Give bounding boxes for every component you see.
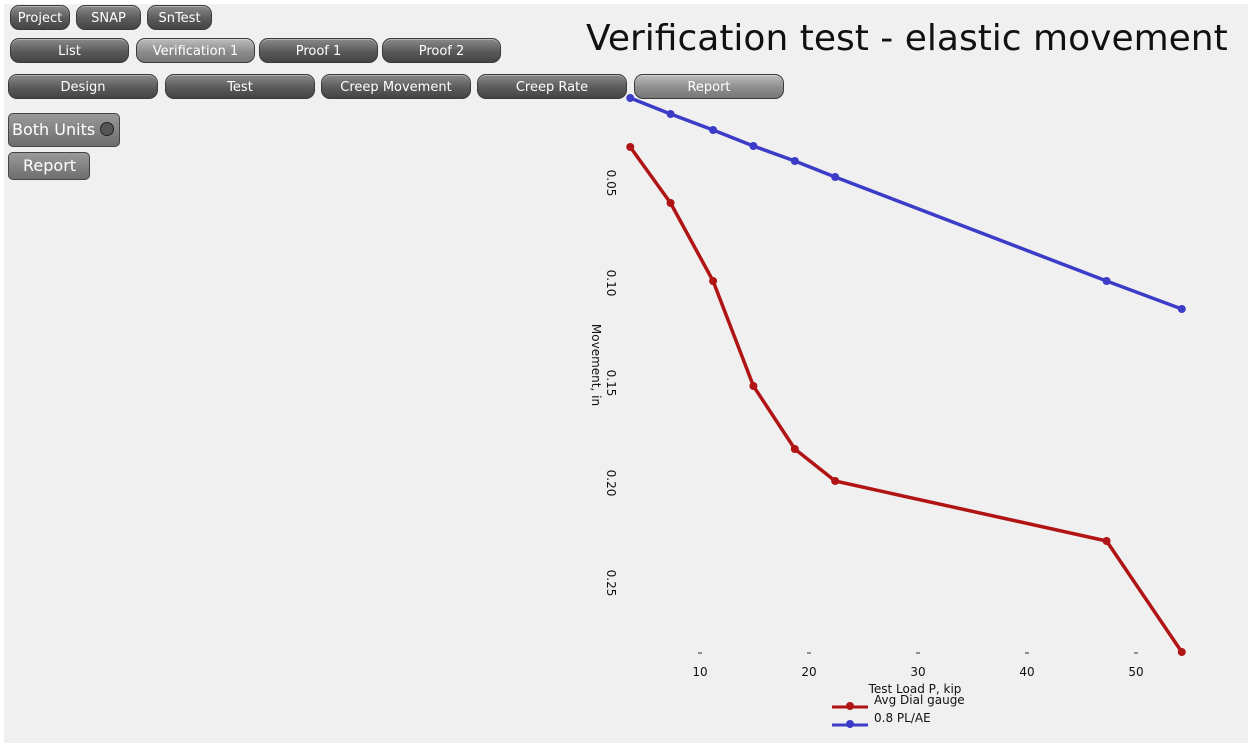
data-point (666, 110, 675, 118)
top-tab[interactable]: SNAP (76, 5, 141, 30)
section-tab[interactable]: List (10, 38, 129, 63)
data-point (831, 477, 840, 485)
data-point (790, 445, 799, 453)
data-point (749, 382, 758, 390)
y-tick-label: 0.20 (604, 470, 618, 497)
legend-marker (846, 702, 854, 710)
series-line (628, 145, 1184, 653)
data-point (1102, 537, 1111, 545)
toggle-label: Both Units (12, 120, 96, 139)
toggle-indicator (100, 122, 115, 136)
data-point (626, 143, 635, 151)
legend-label: Avg Dial gauge (874, 693, 965, 707)
section-tab[interactable]: Proof 2 (382, 38, 501, 63)
data-point (709, 277, 718, 285)
top-tab[interactable]: Project (10, 5, 70, 30)
legend-label: 0.8 PL/AE (874, 711, 931, 725)
x-tick-label: 20 (801, 665, 816, 679)
data-point (666, 199, 675, 207)
x-axis-label: Test Load P, kip (868, 682, 962, 696)
data-point (709, 126, 718, 134)
x-tick-label: 10 (692, 665, 707, 679)
legend-marker (846, 720, 854, 728)
data-point (790, 157, 799, 165)
app-window (4, 4, 1248, 743)
x-tick-label: 40 (1019, 665, 1034, 679)
x-tick-label: 50 (1128, 665, 1143, 679)
data-point (1102, 277, 1111, 285)
data-point (1177, 648, 1186, 656)
data-point (831, 173, 840, 181)
view-tab[interactable]: Creep Rate (477, 74, 627, 99)
view-tab[interactable]: Test (165, 74, 315, 99)
y-tick-label: 0.05 (604, 170, 618, 197)
x-tick-label: 30 (910, 665, 925, 679)
section-tab[interactable]: Proof 1 (259, 38, 378, 63)
series-line (629, 96, 1183, 311)
top-tab[interactable]: SnTest (147, 5, 212, 30)
y-tick-label: 0.15 (604, 370, 618, 397)
view-tab[interactable]: Report (634, 74, 784, 99)
y-axis-label: Movement, in (589, 324, 603, 406)
y-tick-label: 0.10 (604, 270, 618, 297)
view-tab[interactable]: Design (8, 74, 158, 99)
y-tick-label: 0.25 (604, 570, 618, 597)
view-tab[interactable]: Creep Movement (321, 74, 471, 99)
chart-title: Verification test - elastic movement (586, 18, 1228, 59)
report-button[interactable]: Report (8, 152, 90, 180)
data-point (749, 142, 758, 150)
data-point (1177, 305, 1186, 313)
section-tab[interactable]: Verification 1 (136, 38, 255, 63)
data-point (626, 94, 635, 102)
both-units-toggle[interactable]: Both Units (8, 113, 120, 147)
